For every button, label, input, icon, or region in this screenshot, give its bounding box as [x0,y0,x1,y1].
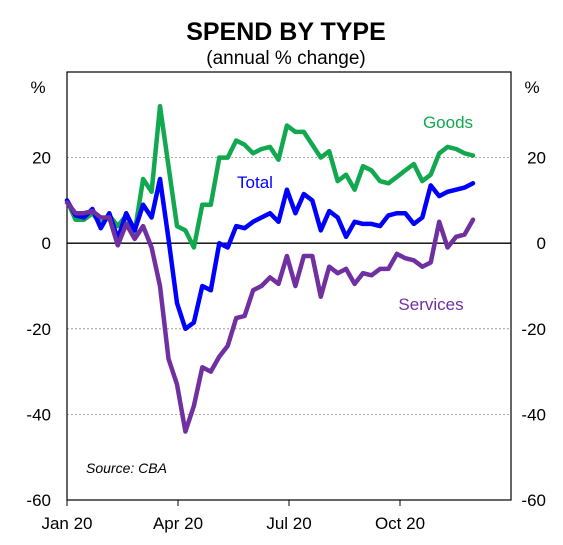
series-label-goods: Goods [423,113,473,132]
x-axis: Jan 20 Apr 20 Jul 20 Oct 20 [41,500,425,533]
y-tick-label-right: -60 [521,491,546,510]
x-tick-label: Apr 20 [153,514,203,533]
chart-title: SPEND BY TYPE [186,18,386,46]
x-tick-label: Jul 20 [266,514,311,533]
series-label-total: Total [237,173,273,192]
y-tick-label-right: -20 [521,320,546,339]
y-tick-label-left: 0 [42,234,51,253]
series-line-total [64,176,476,332]
y-tick-label-left: -40 [26,405,51,424]
series-line-services [64,200,476,434]
y-tick-label-right: -40 [521,405,546,424]
y-axis-right: 20 0 -20 -40 -60 [521,149,546,510]
y-tick-label-left: 20 [32,149,51,168]
source-note: Source: CBA [86,460,167,476]
x-tick-label: Jan 20 [41,514,92,533]
y-tick-label-right: 20 [527,149,546,168]
y-tick-label-left: -20 [26,320,51,339]
plot-frame [66,71,512,501]
series-lines [64,103,476,434]
y-axis-left: 20 0 -20 -40 -60 [26,149,51,510]
chart-subtitle: (annual % change) [206,48,366,69]
y-tick-label-left: -60 [26,491,51,510]
y-unit-left: % [30,78,45,97]
y-tick-label-right: 0 [537,234,546,253]
x-tick-label: Oct 20 [375,514,425,533]
series-label-services: Services [398,295,463,314]
y-unit-right: % [524,78,539,97]
